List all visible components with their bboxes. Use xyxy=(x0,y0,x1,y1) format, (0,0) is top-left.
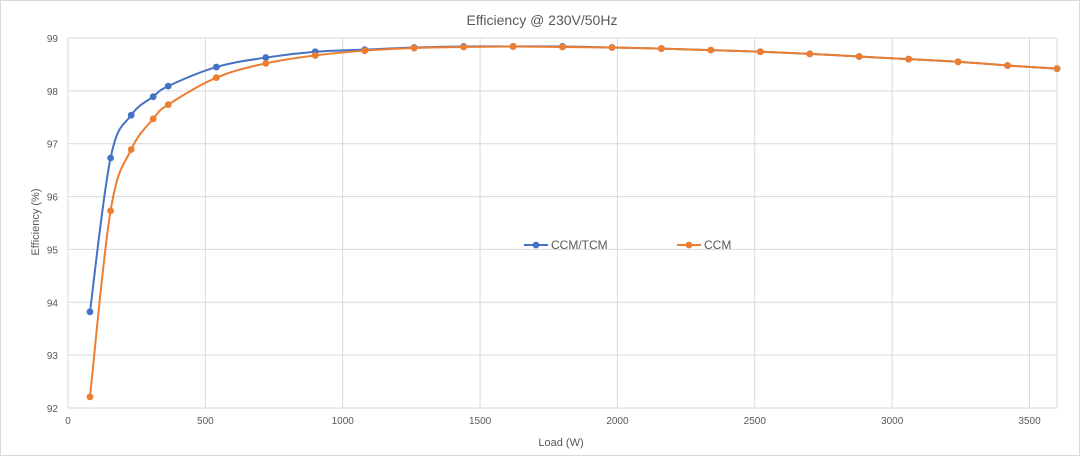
data-point-ccm-tcm xyxy=(262,54,270,61)
legend: CCM/TCM CCM xyxy=(524,238,731,252)
x-tick-label: 2000 xyxy=(606,416,629,427)
data-point-ccm xyxy=(86,393,94,401)
x-axis-label: Load (W) xyxy=(538,437,583,449)
data-point-ccm xyxy=(149,115,157,123)
data-point-ccm xyxy=(806,50,814,58)
data-point-ccm xyxy=(164,101,172,108)
data-point-ccm xyxy=(262,59,270,67)
y-tick-label: 95 xyxy=(47,245,59,256)
series-line-ccm xyxy=(88,45,1058,398)
data-point-ccm xyxy=(559,43,566,51)
legend-marker-ccm-tcm xyxy=(532,241,540,249)
grid-layer xyxy=(67,37,1058,409)
data-point-ccm xyxy=(954,58,962,66)
data-point-ccm-tcm xyxy=(212,63,220,71)
data-point-ccm xyxy=(107,207,114,215)
x-tick-label: 2500 xyxy=(744,416,767,427)
y-tick-label: 96 xyxy=(47,193,59,204)
y-tick-label: 99 xyxy=(47,34,59,45)
data-point-ccm xyxy=(905,55,913,63)
chart-title: Efficiency @ 230V/50Hz xyxy=(467,12,618,28)
data-point-ccm xyxy=(410,44,418,52)
legend-label-ccm: CCM xyxy=(704,238,731,252)
series-line-ccm-tcm xyxy=(88,45,1058,312)
data-point-ccm xyxy=(509,43,517,50)
data-point-ccm-tcm xyxy=(149,93,157,101)
y-tick-label: 98 xyxy=(47,87,59,98)
y-axis-label: Efficiency (%) xyxy=(30,188,42,255)
series-layer xyxy=(86,43,1061,401)
data-point-ccm xyxy=(707,46,715,54)
data-point-ccm-tcm xyxy=(107,154,114,162)
y-tick-label: 94 xyxy=(47,298,59,309)
legend-label-ccm-tcm: CCM/TCM xyxy=(551,238,608,252)
data-point-ccm xyxy=(1053,65,1061,73)
y-tick-label: 97 xyxy=(47,140,59,151)
y-tick-label: 92 xyxy=(47,404,59,415)
data-point-ccm xyxy=(756,48,764,56)
data-point-ccm xyxy=(608,44,616,51)
data-point-ccm xyxy=(361,47,369,55)
data-point-ccm xyxy=(658,45,665,52)
legend-marker-ccm xyxy=(685,241,693,249)
y-tick-label: 93 xyxy=(47,351,59,362)
data-point-ccm xyxy=(311,52,319,59)
data-point-ccm xyxy=(460,43,467,51)
x-tick-label: 1500 xyxy=(469,416,492,427)
data-point-ccm-tcm xyxy=(86,308,94,316)
x-tick-label: 1000 xyxy=(332,416,355,427)
data-point-ccm-tcm xyxy=(164,82,172,90)
data-point-ccm xyxy=(212,74,220,82)
tick-layer: 92 93 94 95 96 97 98 99 0 500 1000 1500 2000 2500 3000… xyxy=(47,34,1041,427)
data-point-ccm-tcm xyxy=(127,111,135,119)
x-tick-label: 3500 xyxy=(1018,416,1041,427)
x-tick-label: 500 xyxy=(197,416,214,427)
x-tick-label: 3000 xyxy=(881,416,904,427)
x-tick-label: 0 xyxy=(65,416,71,427)
data-point-ccm xyxy=(855,53,863,60)
data-point-ccm xyxy=(127,146,135,153)
data-point-ccm xyxy=(1004,62,1011,69)
